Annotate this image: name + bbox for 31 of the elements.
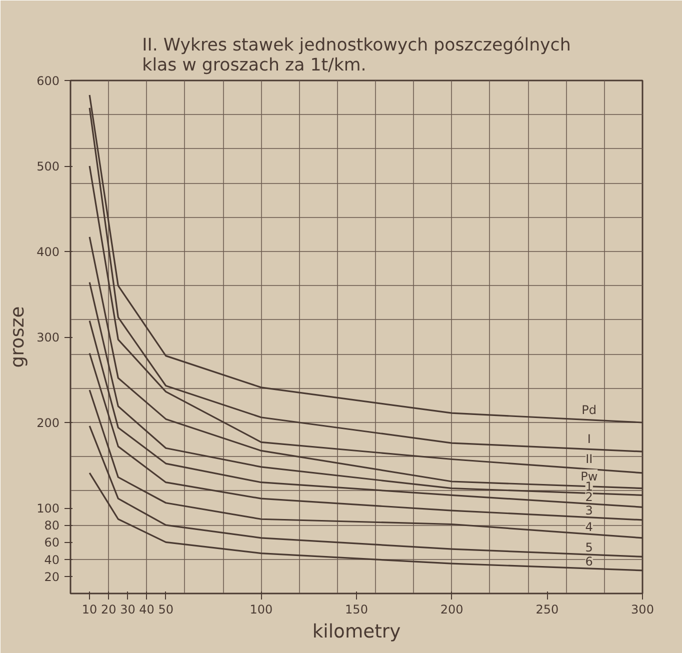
- y-tick-label: 300: [36, 330, 60, 344]
- y-tick-label: 200: [36, 416, 60, 430]
- x-tick-label: 10: [82, 602, 98, 616]
- x-tick-label: 20: [101, 602, 116, 616]
- x-tick-label: 150: [345, 602, 368, 616]
- x-tick-label: 300: [631, 602, 654, 616]
- x-tick-label: 250: [536, 602, 559, 616]
- y-tick-label: 20: [44, 570, 60, 584]
- x-tick-label: 50: [158, 602, 174, 616]
- series-label: 1: [585, 479, 593, 494]
- y-tick-label: 80: [44, 518, 60, 533]
- y-tick-label: 100: [36, 502, 60, 516]
- series-label: II: [586, 452, 593, 466]
- y-tick-label: 600: [36, 74, 60, 88]
- x-axis-title: kilometry: [312, 622, 401, 642]
- y-tick-label: 40: [44, 552, 60, 567]
- chart-title: II. Wykres stawek jednostkowych poszczególnych klas w groszach za 1t/km.: [142, 36, 571, 76]
- x-tick-label: 30: [120, 602, 136, 616]
- series-label: 4: [585, 520, 593, 534]
- series-label: 5: [585, 540, 593, 555]
- series-label: 3: [585, 503, 593, 518]
- series-label: Pd: [582, 402, 597, 417]
- x-tick-label: 40: [139, 602, 154, 616]
- y-axis-title: grosze: [8, 306, 29, 368]
- y-tick-label: 400: [36, 245, 60, 259]
- y-tick-label: 60: [44, 536, 60, 550]
- x-tick-label: 100: [250, 602, 273, 616]
- x-tick-label: 200: [440, 602, 464, 616]
- series-label: I: [587, 432, 591, 446]
- y-tick-label: 500: [36, 160, 60, 174]
- series-label: 6: [585, 554, 593, 568]
